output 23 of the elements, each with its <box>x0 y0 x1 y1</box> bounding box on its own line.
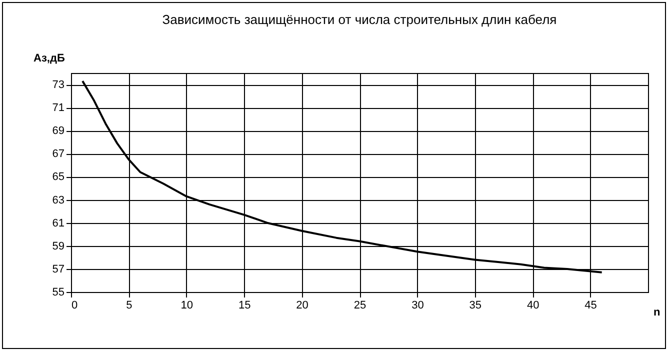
y-tick-label: 65 <box>52 171 64 184</box>
x-tick-label: 15 <box>238 300 251 312</box>
x-tick-label: 20 <box>296 300 308 312</box>
x-tick-label: 40 <box>526 300 540 312</box>
y-tick-label: 73 <box>52 79 64 92</box>
y-axis-title: Аз,дБ <box>34 52 65 64</box>
y-tick-label: 67 <box>52 148 64 160</box>
y-tick-label: 63 <box>52 194 64 206</box>
x-tick-label: 30 <box>412 300 424 312</box>
x-axis-title: n <box>654 306 660 318</box>
x-tick-label: 0 <box>72 300 78 312</box>
chart-title: Зависимость защищённости от числа строительных длин кабеля <box>162 12 557 27</box>
y-tick-label: 59 <box>52 240 64 252</box>
x-tick-label: 35 <box>469 300 482 312</box>
y-tick-label: 69 <box>52 125 64 138</box>
y-tick-label: 55 <box>52 286 64 298</box>
y-tick-label: 71 <box>52 102 64 114</box>
x-tick-label: 45 <box>584 300 597 312</box>
y-tick-label: 57 <box>52 263 64 276</box>
y-tick-label: 61 <box>52 217 64 230</box>
x-tick-label: 10 <box>180 300 194 312</box>
x-tick-label: 25 <box>354 300 366 312</box>
x-tick-label: 5 <box>126 300 132 312</box>
